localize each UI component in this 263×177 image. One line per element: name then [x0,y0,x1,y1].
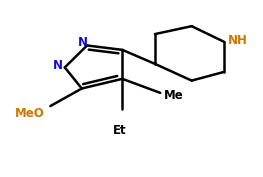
Text: N: N [53,59,63,72]
Text: NH: NH [228,34,248,47]
Text: Me: Me [164,89,184,102]
Text: N: N [78,36,88,49]
Text: Et: Et [113,124,127,137]
Text: MeO: MeO [15,107,45,121]
